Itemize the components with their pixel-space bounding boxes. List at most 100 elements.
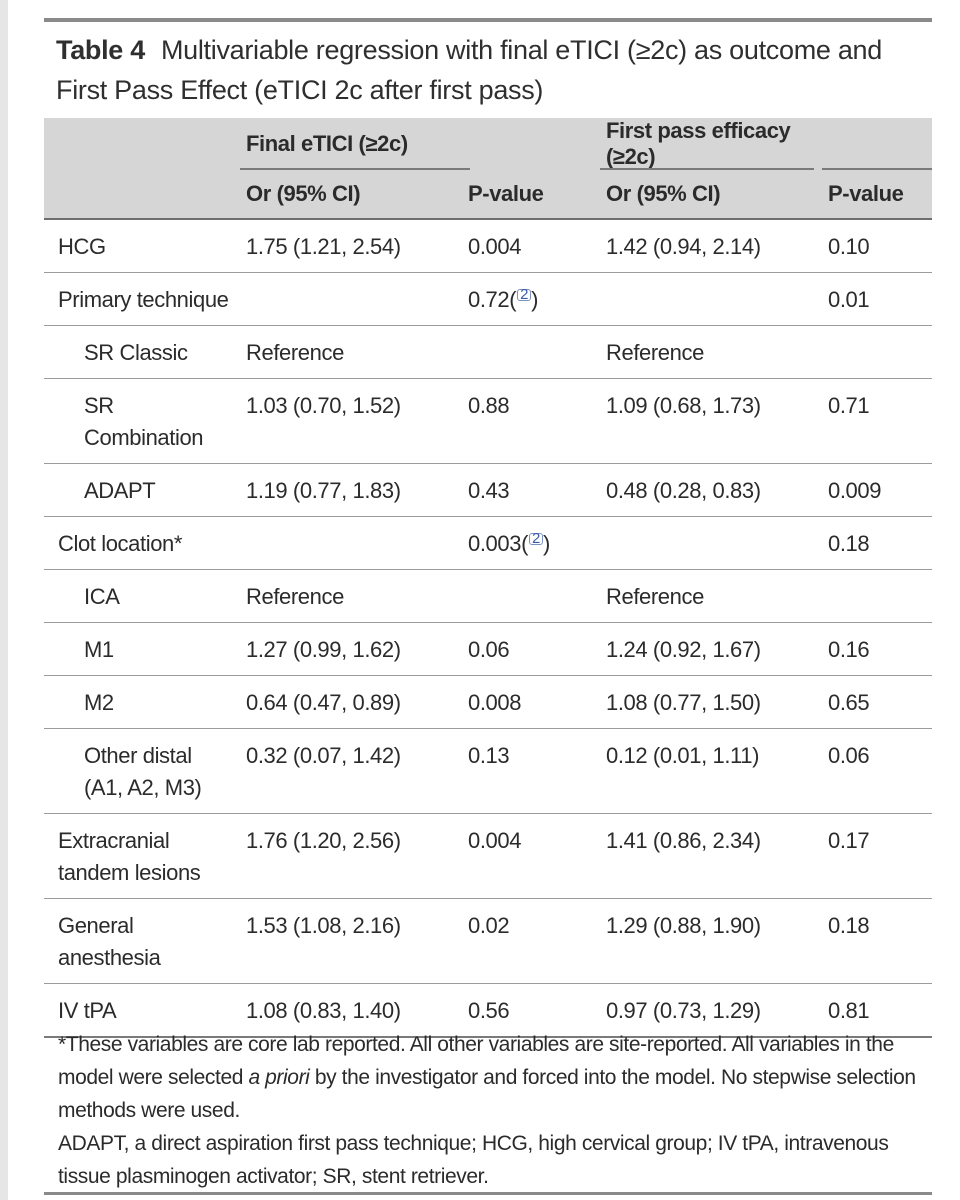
or-first-pass: 0.97 (0.73, 1.29): [592, 983, 814, 1038]
footnote-link[interactable]: 2: [517, 287, 532, 302]
row-label: General anesthesia: [44, 898, 232, 984]
header-final-etici: Final eTICI (≥2c): [232, 118, 470, 170]
p-final: 0.56: [454, 983, 592, 1038]
header-row-columns: Or (95% CI) P-value Or (95% CI) P-value: [44, 170, 932, 220]
table-row: Extracranial tandem lesions 1.76 (1.20, …: [44, 813, 932, 899]
p-first-pass: 0.06: [814, 728, 932, 814]
or-first-pass: Reference: [592, 325, 814, 379]
header-p-2: P-value: [814, 170, 932, 220]
table-row: IV tPA 1.08 (0.83, 1.40) 0.56 0.97 (0.73…: [44, 983, 932, 1038]
row-label: SR Combination: [44, 378, 232, 464]
footnote-abbreviations: ADAPT, a direct aspiration first pass te…: [58, 1132, 889, 1188]
or-final: 1.03 (0.70, 1.52): [232, 378, 454, 464]
or-first-pass: [592, 516, 814, 570]
or-first-pass: 1.08 (0.77, 1.50): [592, 675, 814, 729]
or-first-pass: 1.42 (0.94, 2.14): [592, 219, 814, 273]
header-first-pass-cont: [814, 118, 932, 170]
row-label: Extracranial tandem lesions: [44, 813, 232, 899]
p-first-pass: 0.18: [814, 898, 932, 984]
row-label: M1: [44, 622, 232, 676]
header-spacer: [454, 118, 592, 170]
row-label: IV tPA: [44, 983, 232, 1038]
footnote-text: *These variables are core lab reported. …: [58, 1033, 894, 1089]
p-final: 0.003(2): [454, 516, 592, 570]
header-p-1: P-value: [454, 170, 592, 220]
p-final: 0.004: [454, 219, 592, 273]
or-first-pass: 1.09 (0.68, 1.73): [592, 378, 814, 464]
header-row-groups: Final eTICI (≥2c) First pass efficacy (≥…: [44, 118, 932, 170]
row-label: HCG: [44, 219, 232, 273]
p-final: 0.13: [454, 728, 592, 814]
or-final: Reference: [232, 325, 454, 379]
p-first-pass: 0.71: [814, 378, 932, 464]
or-final: [232, 272, 454, 326]
regression-table: Final eTICI (≥2c) First pass efficacy (≥…: [44, 118, 932, 1038]
row-label: Primary technique: [44, 272, 232, 326]
or-first-pass: 0.12 (0.01, 1.11): [592, 728, 814, 814]
table-row: HCG 1.75 (1.21, 2.54) 0.004 1.42 (0.94, …: [44, 219, 932, 273]
or-first-pass: Reference: [592, 569, 814, 623]
footnote-link[interactable]: 2: [529, 531, 543, 546]
bottom-rule: [44, 1192, 932, 1195]
or-first-pass: 1.24 (0.92, 1.67): [592, 622, 814, 676]
or-first-pass: [592, 272, 814, 326]
table-title: Multivariable regression with final eTIC…: [56, 35, 882, 105]
footnote-core-lab: *These variables are core lab reported. …: [58, 1028, 922, 1127]
table-row: ICA Reference Reference: [44, 569, 932, 623]
p-value: 0.72: [468, 287, 510, 312]
or-final: 0.64 (0.47, 0.89): [232, 675, 454, 729]
table-caption: Table 4 Multivariable regression with fin…: [56, 30, 926, 110]
or-final: 1.19 (0.77, 1.83): [232, 463, 454, 517]
footnote-text: by the investigator and forced into the …: [58, 1066, 916, 1122]
or-final: 1.76 (1.20, 2.56): [232, 813, 454, 899]
row-label: ICA: [44, 569, 232, 623]
table-row: Clot location* 0.003(2) 0.18: [44, 516, 932, 570]
or-first-pass: 1.41 (0.86, 2.34): [592, 813, 814, 899]
or-final: 0.32 (0.07, 1.42): [232, 728, 454, 814]
row-label: Other distal (A1, A2, M3): [44, 728, 232, 814]
header-or-1: Or (95% CI): [232, 170, 454, 220]
p-final: [454, 569, 592, 623]
row-label: Clot location*: [44, 516, 232, 570]
p-first-pass: 0.16: [814, 622, 932, 676]
or-first-pass: 0.48 (0.28, 0.83): [592, 463, 814, 517]
p-value: 0.003: [468, 531, 522, 556]
p-final: 0.88: [454, 378, 592, 464]
p-first-pass: 0.10: [814, 219, 932, 273]
or-first-pass: 1.29 (0.88, 1.90): [592, 898, 814, 984]
table-row: SR Combination 1.03 (0.70, 1.52) 0.88 1.…: [44, 378, 932, 464]
p-final: 0.008: [454, 675, 592, 729]
table-row: SR Classic Reference Reference: [44, 325, 932, 379]
p-first-pass: [814, 325, 932, 379]
p-first-pass: [814, 569, 932, 623]
p-final: [454, 325, 592, 379]
header-or-2: Or (95% CI): [592, 170, 814, 220]
header-first-pass: First pass efficacy (≥2c): [592, 118, 814, 170]
row-label: ADAPT: [44, 463, 232, 517]
p-final: 0.02: [454, 898, 592, 984]
or-final: 1.08 (0.83, 1.40): [232, 983, 454, 1038]
or-final: Reference: [232, 569, 454, 623]
row-label: SR Classic: [44, 325, 232, 379]
or-final: 1.27 (0.99, 1.62): [232, 622, 454, 676]
table-row: M2 0.64 (0.47, 0.89) 0.008 1.08 (0.77, 1…: [44, 675, 932, 729]
p-final: 0.004: [454, 813, 592, 899]
page-edge: [0, 0, 8, 1200]
p-final: 0.72(2): [454, 272, 592, 326]
table-row: General anesthesia 1.53 (1.08, 2.16) 0.0…: [44, 898, 932, 984]
p-first-pass: 0.17: [814, 813, 932, 899]
p-first-pass: 0.18: [814, 516, 932, 570]
or-final: 1.75 (1.21, 2.54): [232, 219, 454, 273]
header-blank: [44, 170, 232, 220]
p-first-pass: 0.01: [814, 272, 932, 326]
p-first-pass: 0.009: [814, 463, 932, 517]
table-row: Other distal (A1, A2, M3) 0.32 (0.07, 1.…: [44, 728, 932, 814]
p-first-pass: 0.81: [814, 983, 932, 1038]
footnote-italic: a priori: [248, 1066, 310, 1089]
or-final: [232, 516, 454, 570]
row-label: M2: [44, 675, 232, 729]
header-blank: [44, 118, 232, 170]
p-final: 0.43: [454, 463, 592, 517]
table-number: Table 4: [56, 35, 145, 65]
